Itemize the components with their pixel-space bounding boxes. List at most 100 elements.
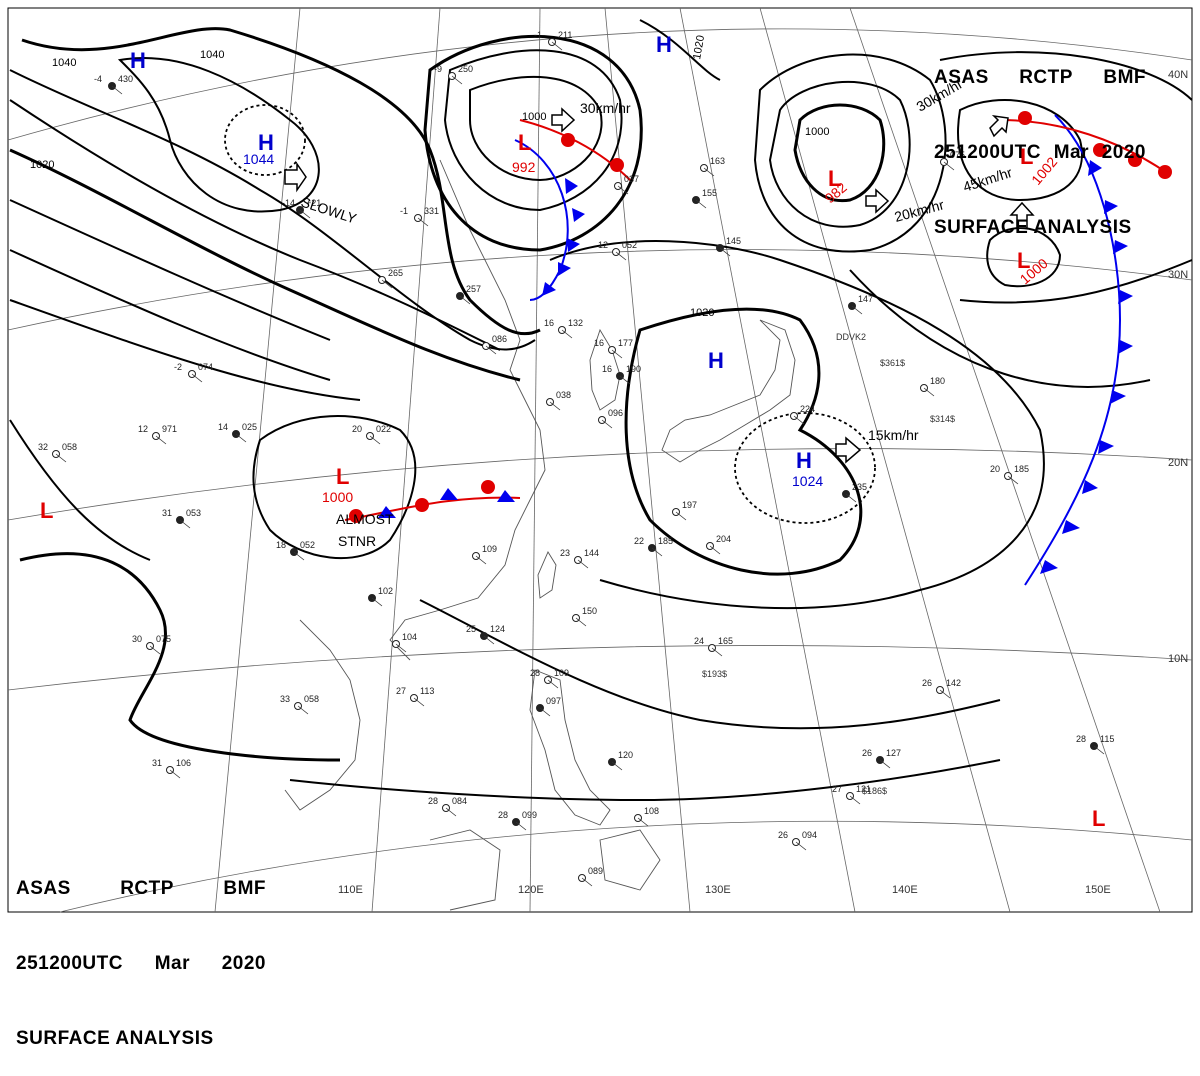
weather-chart: -4 430 -9 250 -1 211 -14 +21 -1 331 265 257 -2 074 12 9… xyxy=(7,7,1193,913)
station-temp: -2 xyxy=(174,362,182,372)
arrow-kuril-low xyxy=(865,188,890,214)
station-pressure: 211 xyxy=(558,30,572,40)
station-model: 20 022 xyxy=(352,424,391,445)
station-pressure: 265 xyxy=(388,268,403,278)
isobar-label: 1020 xyxy=(690,307,714,319)
station-model: 27 113 xyxy=(396,686,434,707)
station-pressure: 109 xyxy=(482,544,497,554)
station-model: 16 132 xyxy=(544,318,583,339)
lat-label: 30N xyxy=(1168,269,1188,281)
station-temp: 28 xyxy=(428,796,438,806)
ship-report: $193$ xyxy=(702,669,727,679)
high-marker: H xyxy=(796,448,812,473)
center-value: 992 xyxy=(512,159,536,175)
high-marker: H xyxy=(656,32,672,57)
wind-barb xyxy=(703,167,715,177)
station-pressure: 430 xyxy=(118,74,133,84)
station-pressure: 113 xyxy=(420,686,434,696)
wind-barb xyxy=(169,769,181,779)
station-model: 31 106 xyxy=(152,758,191,779)
station-temp: 27 xyxy=(396,686,406,696)
station-model: 257 xyxy=(456,284,481,305)
station-pressure: 121 xyxy=(856,784,871,794)
station-pressure: 185 xyxy=(658,536,673,546)
wind-barb xyxy=(179,519,191,529)
station-temp: 20 xyxy=(990,464,1000,474)
wind-barb xyxy=(55,453,67,463)
station-pressure: 037 xyxy=(624,174,639,184)
wind-barb xyxy=(475,555,487,565)
header-station: RCTP xyxy=(1019,67,1073,88)
note-text: STNR xyxy=(338,533,376,549)
station-model: 089 xyxy=(578,866,603,887)
center-value: 982 xyxy=(822,179,850,206)
header-datetime: 251200UTC xyxy=(16,953,123,974)
station-model: -2 074 xyxy=(174,362,213,383)
wind-barb xyxy=(445,807,457,817)
station-temp: 31 xyxy=(162,508,172,518)
station-model: 28 115 xyxy=(1076,734,1114,755)
station-pressure: 224 xyxy=(800,404,815,414)
station-model: 086 xyxy=(482,334,507,355)
station-pressure: 257 xyxy=(466,284,481,294)
wind-barb xyxy=(651,547,663,557)
station-model: 14 025 xyxy=(218,422,257,443)
station-pressure: 177 xyxy=(618,338,633,348)
station-temp: -9 xyxy=(434,64,442,74)
station-model: 12 052 xyxy=(598,240,637,261)
station-model: 147 xyxy=(848,294,873,315)
lon-label: 110E xyxy=(338,884,363,896)
station-pressure: 022 xyxy=(376,424,391,434)
station-pressure: 102 xyxy=(378,586,393,596)
wind-barb xyxy=(547,679,559,689)
station-model: -1 331 xyxy=(400,206,439,227)
station-temp: 27 xyxy=(832,784,842,794)
station-pressure: 127 xyxy=(886,748,901,758)
station-model: 097 xyxy=(536,696,561,717)
station-temp: 26 xyxy=(922,678,932,688)
station-temp: 23 xyxy=(560,548,570,558)
station-pressure: 052 xyxy=(622,240,637,250)
station-pressure: 185 xyxy=(1014,464,1029,474)
header-agency: ASAS xyxy=(934,67,989,88)
luzon-coast xyxy=(529,669,611,826)
header-title: SURFACE ANALYSIS xyxy=(934,217,1132,238)
motion-text: 30km/hr xyxy=(580,100,631,116)
motion-text: 45km/hr xyxy=(961,164,1014,195)
wind-barb xyxy=(695,199,707,209)
header-station: RCTP xyxy=(120,878,174,899)
station-pressure: 204 xyxy=(716,534,731,544)
station-temp: 16 xyxy=(544,318,554,328)
station-model: 24 165 xyxy=(694,636,733,657)
center-value: 1024 xyxy=(792,473,823,489)
low-marker: L xyxy=(1020,144,1033,169)
station-model: -4 430 xyxy=(94,74,133,95)
station-pressure: 197 xyxy=(682,500,697,510)
station-model: 26 094 xyxy=(778,830,817,851)
wind-barb xyxy=(539,707,551,717)
wind-barb xyxy=(879,759,891,769)
wind-barb xyxy=(581,877,593,887)
station-pressure: 094 xyxy=(802,830,817,840)
wind-barb xyxy=(943,161,955,171)
wind-barb xyxy=(485,345,497,355)
wind-barb xyxy=(549,401,561,411)
wind-barb xyxy=(149,645,161,655)
lat-label: 20N xyxy=(1168,457,1188,469)
wind-barb xyxy=(851,305,863,315)
station-temp: 30 xyxy=(132,634,142,644)
arrow-mongolia-high xyxy=(284,161,307,193)
station-pressure: 165 xyxy=(718,636,733,646)
station-model: 30 075 xyxy=(132,634,171,655)
note-text: ALMOST xyxy=(336,511,394,527)
station-pressure: 142 xyxy=(946,678,961,688)
station-temp: 24 xyxy=(694,636,704,646)
station-model: 22 185 xyxy=(634,536,673,557)
station-model: 075 xyxy=(940,150,965,171)
station-pressure: 058 xyxy=(304,694,319,704)
station-pressure: 099 xyxy=(522,810,537,820)
wind-barb xyxy=(675,511,687,521)
lat-label: 10N xyxy=(1168,653,1188,665)
header-unit: BMF xyxy=(223,878,266,899)
station-pressure: 096 xyxy=(608,408,623,418)
